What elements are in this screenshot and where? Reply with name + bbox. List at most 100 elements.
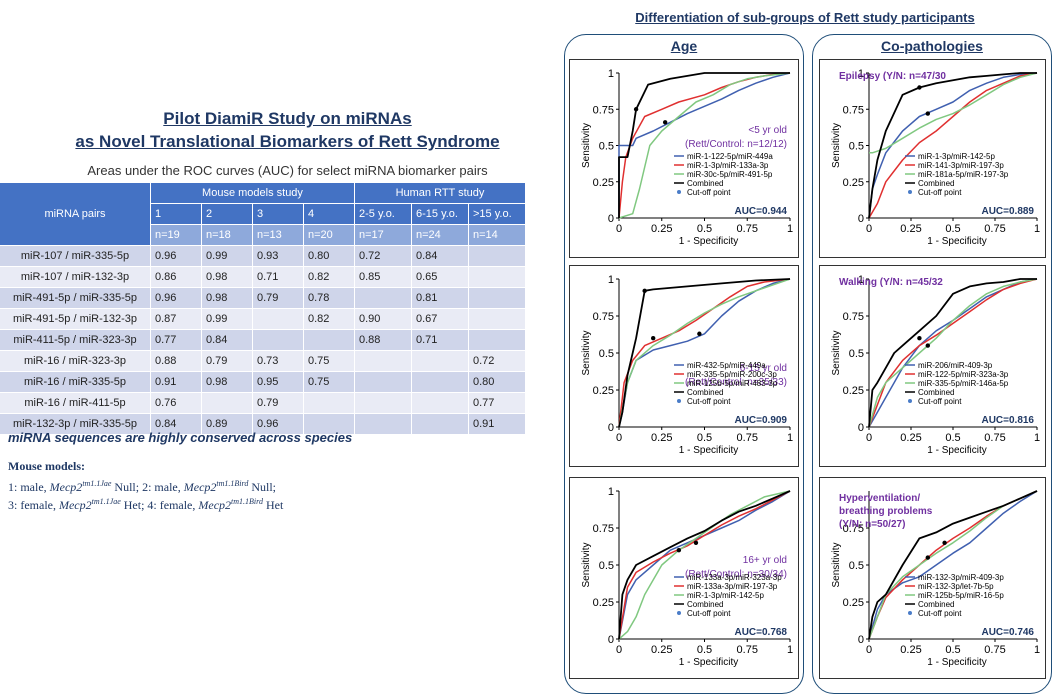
roc-chart-age-under5: 0 0.25 0.5 0.75 1 0 0.25 0.5 0.75 1 1 - Specificit… [581,68,793,247]
chart-cop1-xtick-label: 0 [866,223,872,235]
mirna-pair-cell: miR-411-5p / miR-323-3p [0,329,151,351]
auc-cell: 0.75 [303,350,355,372]
subheader-6: >15 y.o. [468,203,526,225]
subheader-4: 2-5 y.o. [354,203,412,225]
auc-cell: 0.96 [150,245,202,267]
auc-cell [468,329,526,351]
chart-age2-auc-label: AUC=0.909 [734,415,787,426]
chart-age2-legend-label: Cut-off point [687,397,731,406]
chart-age1-ytick-label: 0.25 [593,177,614,189]
chart-cop3-subgroup-label: (Y/N: n=50/27) [839,519,905,530]
table-row: miR-491-5p / miR-335-5p 0.96 0.98 0.79 0.78 0… [0,287,526,309]
auc-cell: 0.85 [354,266,412,288]
chart-cop2-legend-label: miR-206/miR-409-3p [918,361,993,370]
chart-age3-xlabel: 1 - Specificity [679,657,738,668]
chart-cop3-ytick-label: 0.5 [849,560,864,572]
chart-cop1-auc-label: AUC=0.889 [981,206,1034,217]
chart-cop3-xtick-label: 0.75 [984,644,1005,656]
age-header: Age [670,38,698,54]
auc-cell [354,371,412,393]
chart-cop2-xtick-label: 0.25 [900,432,921,444]
chart-age2-legend-label: miR-335-5p/miR-200c-3p [687,370,777,379]
auc-cell: 0.80 [303,245,355,267]
table-row: miR-411-5p / miR-323-3p 0.77 0.84 0.88 0.71 [0,329,526,351]
chart-age3-series-black [618,490,791,640]
chart-cop2-series-green [868,278,1038,428]
chart-age3-legend-swatch [677,611,681,615]
mouse-models-line2: 3: female, Mecp2tm1.1Jae Het; 4: female,… [8,496,283,513]
chart-age2-cutoff-point [697,331,702,336]
chart-age2-cutoff-point [642,288,647,294]
mirna-pair-cell: miR-491-5p / miR-335-5p [0,287,151,309]
auc-subtitle: Areas under the ROC curves (AUC) for sel… [87,163,488,178]
chart-cop3-ylabel: Sensitivity [831,542,842,587]
chart-cop2-cutoff-point [917,336,922,341]
auc-cell [303,392,355,414]
mouse-line1-gene1: Mecp2 [49,480,83,494]
chart-cop1-xtick-label: 0.75 [984,223,1005,235]
chart-cop1-legend-swatch [908,190,912,194]
chart-cop2-legend-label: miR-335-5p/miR-146a-5p [918,379,1009,388]
chart-age3-ytick-label: 0.75 [593,523,614,535]
table-row: miR-16 / miR-335-5p 0.91 0.98 0.95 0.75 0.80 [0,371,526,393]
chart-age2-cutoff-point [651,336,656,341]
auc-cell: 0.76 [150,392,202,414]
roc-chart-walking: 0 0.25 0.5 0.75 1 0 0.25 0.5 0.75 1 1 - Specificit… [831,274,1040,456]
auc-cell [468,287,526,309]
auc-cell: 0.71 [252,266,304,288]
study-title-line2: as Novel Translational Biomarkers of Ret… [75,132,500,151]
chart-age3-subgroup-label: (Rett/Control: n=30/34) [685,569,787,580]
chart-cop3-xtick-label: 1 [1034,644,1040,656]
chart-cop3-legend-swatch [908,611,912,615]
auc-cell [201,392,253,414]
plot-frame-cop2 [819,265,1046,467]
chart-cop2-xlabel: 1 - Specificity [927,445,986,456]
chart-cop2-legend-label: Cut-off point [918,397,962,406]
roc-chart-age-6-15: 0 0.25 0.5 0.75 1 0 0.25 0.5 0.75 1 1 - Specificit… [581,274,793,456]
auc-cell: 0.79 [252,392,304,414]
sample-size-4: n=17 [354,224,412,246]
chart-age1-auc-label: AUC=0.944 [734,206,787,217]
roc-chart-hyperventilation: 0 0.25 0.5 0.75 0 0.25 0.5 0.75 1 1 - Specificity… [831,490,1040,668]
subgroups-title: Differentiation of sub-groups of Rett st… [635,10,975,25]
chart-age3-ytick-label: 0.25 [593,597,614,609]
mouse-line2-a: 3: female, [8,498,59,512]
chart-cop1-series-red [868,72,1038,219]
auc-cell: 0.95 [252,371,304,393]
chart-age2-subgroup-label: (Rett/Control: n=35/33) [685,377,787,388]
auc-cell [411,392,469,414]
chart-age2-series-green [618,278,791,428]
auc-cell: 0.98 [201,287,253,309]
chart-cop2-series-black [868,278,1037,428]
auc-cell: 0.79 [252,287,304,309]
chart-age2-xtick-label: 0.5 [697,432,712,444]
chart-age2-ytick-label: 1 [608,274,614,286]
chart-cop2-legend-label: miR-122-5p/miR-323a-3p [918,370,1009,379]
mouse-line1-allele1: tm1.1Jae [82,479,112,488]
auc-cell: 0.93 [252,245,304,267]
chart-age1-series-blue [618,72,791,218]
chart-cop3-ytick-label: 0.25 [843,597,864,609]
mirna-pair-cell: miR-16 / miR-335-5p [0,371,151,393]
auc-cell [411,413,469,435]
auc-cell [303,413,355,435]
chart-cop1-legend-label: Cut-off point [918,188,962,197]
auc-cell [354,287,412,309]
chart-cop3-cutoff-point [925,555,930,560]
subheader-row: 1 2 3 4 2-5 y.o. 6-15 y.o. >15 y.o. [0,203,526,225]
subheader-5: 6-15 y.o. [411,203,469,225]
chart-cop3-legend-label: miR-132-3p/miR-409-3p [918,573,1004,582]
auc-cell [354,413,412,435]
chart-age1-xlabel: 1 - Specificity [679,236,738,247]
chart-cop3-series-black [868,490,1038,640]
chart-cop1-series-black [868,72,1037,219]
chart-cop2-ytick-label: 0.5 [849,348,864,360]
chart-age1-xtick-label: 0.5 [697,223,712,235]
auc-table: miRNA pairs Mouse models study Human RTT… [0,183,526,435]
chart-age3-series-red [618,490,791,640]
chart-age1-ytick-label: 0.5 [599,141,614,153]
chart-cop3-xlabel: 1 - Specificity [927,657,986,668]
mouse-line1-g: Null; [248,480,277,494]
auc-cell: 0.98 [201,266,253,288]
chart-cop1-legend-label: Combined [918,179,954,188]
